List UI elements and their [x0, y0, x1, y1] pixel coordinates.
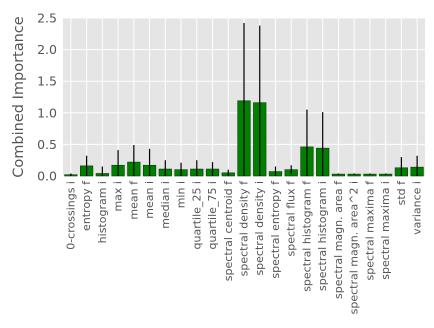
y-tick-label: 1.5 — [37, 74, 57, 89]
x-tick-label: quartile_25 i — [190, 181, 203, 249]
y-tick-label: 2.5 — [37, 11, 57, 26]
y-axis-ticks: 0.0 0.5 1.0 1.5 2.0 2.5 — [37, 11, 57, 184]
x-tick-label: mean f — [127, 180, 140, 220]
x-tick-label: min i — [175, 181, 188, 208]
x-tick-label: spectral entropy f — [269, 180, 282, 279]
x-tick-label: 0-crossings i — [64, 181, 77, 250]
x-tick-label: median i — [159, 181, 172, 229]
x-tick-label: quartile_75 i — [206, 181, 219, 249]
x-tick-label: variance i — [411, 181, 424, 235]
y-axis-label: Combined Importance — [11, 16, 27, 177]
x-tick-label: spectral density f — [238, 180, 251, 276]
x-tick-label: spectral centroid f — [222, 180, 235, 281]
x-tick-label: spectral flux f — [285, 180, 298, 257]
y-tick-label: 0.0 — [37, 169, 57, 184]
y-tick-label: 1.0 — [37, 105, 57, 120]
error-bars — [70, 23, 418, 176]
x-tick-label: max i — [112, 181, 125, 212]
x-tick-label: entropy f — [80, 180, 93, 231]
x-tick-label: spectral maxima f — [363, 180, 376, 281]
x-tick-label: std f — [395, 180, 408, 206]
x-tick-label: histogram i — [96, 181, 109, 243]
x-tick-label: spectral histogram i — [316, 181, 329, 291]
y-tick-label: 2.0 — [37, 42, 57, 57]
x-tick-label: spectral maxima i — [379, 181, 392, 280]
x-tick-label: mean i — [143, 181, 156, 219]
y-tick-label: 0.5 — [37, 137, 57, 152]
x-axis-ticks: 0-crossings i entropy f histogram i max i me… — [64, 180, 423, 314]
x-tick-label: spectral density i — [253, 181, 266, 276]
x-tick-label: spectral magn. area^2 i — [348, 181, 361, 314]
x-tick-label: spectral magn. area f — [332, 180, 345, 299]
x-tick-label: spectral histogram f — [300, 180, 313, 292]
